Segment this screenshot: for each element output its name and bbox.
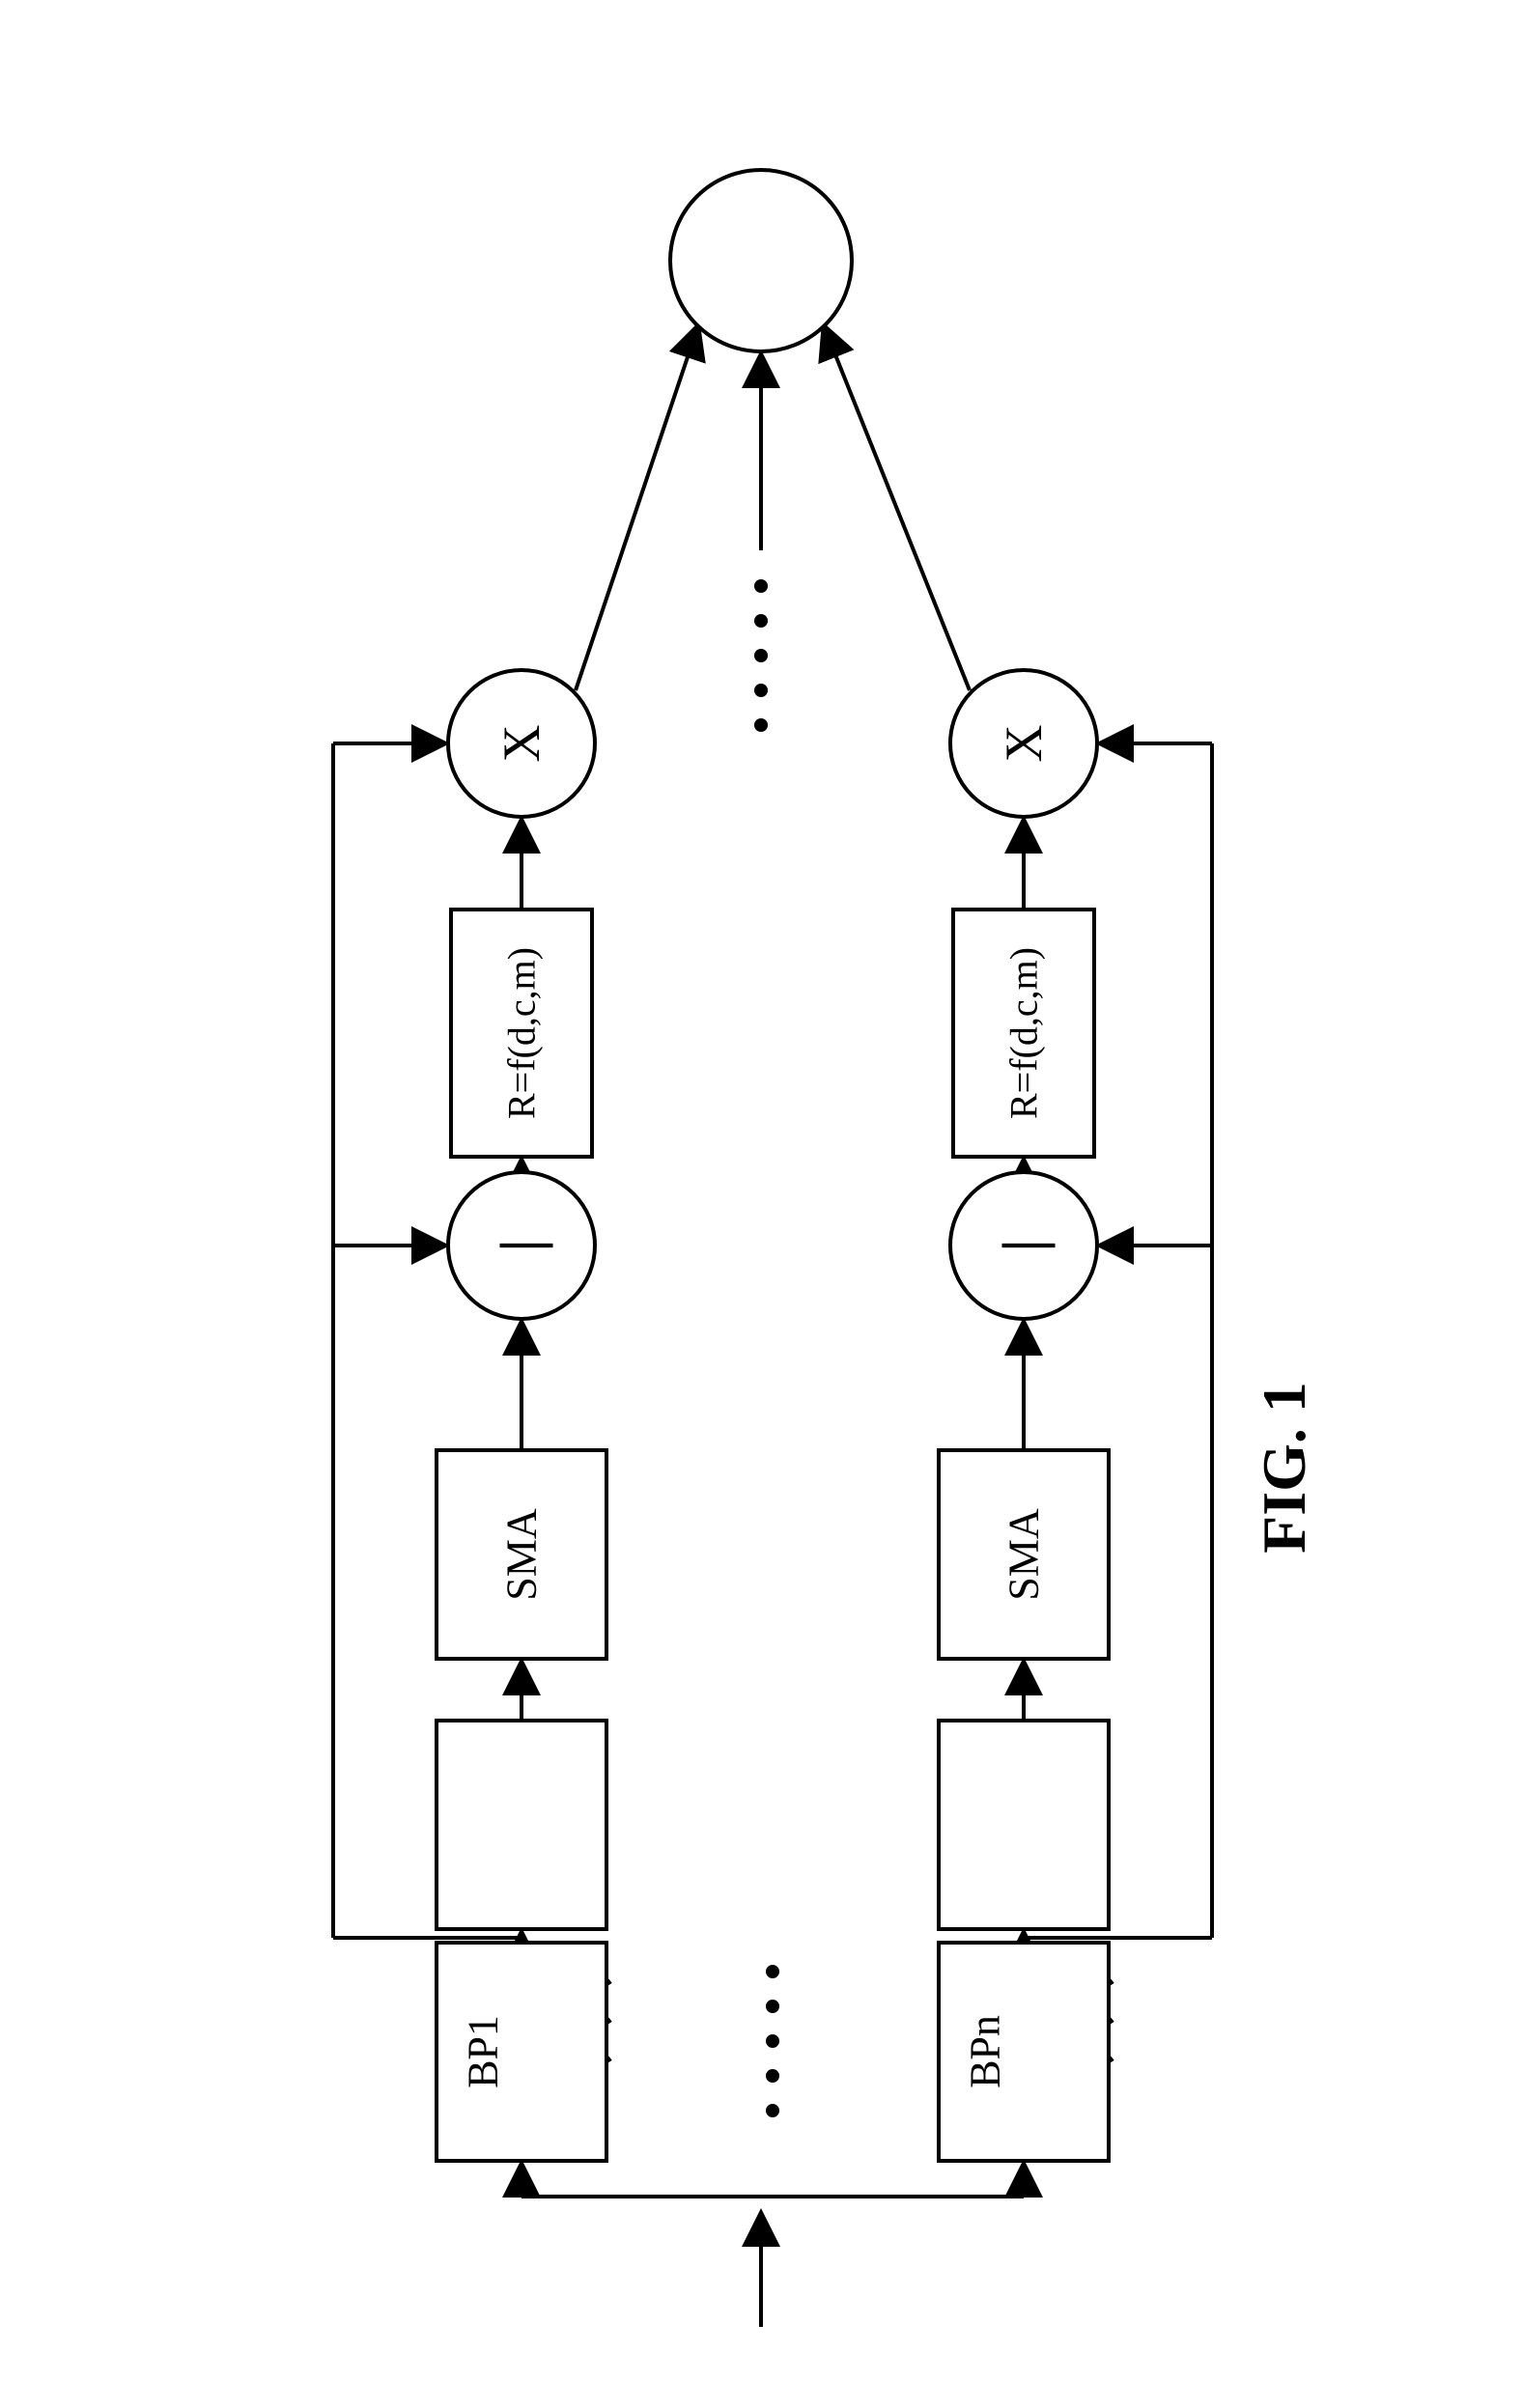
dot bbox=[754, 684, 768, 697]
figure-label: FIG. 1 bbox=[1249, 1382, 1320, 1554]
minus1-label: | bbox=[489, 1239, 555, 1251]
sman-label: SMA bbox=[1000, 1508, 1049, 1600]
bp1-label: BP1 bbox=[459, 2015, 508, 2088]
dot bbox=[766, 2069, 779, 2083]
dot bbox=[766, 1965, 779, 1978]
dot bbox=[754, 649, 768, 662]
figure-page: BP1 SMA | R=f(d,c,m) X BPn SMA | R=f(d,c… bbox=[0, 0, 1522, 2408]
dot bbox=[766, 2000, 779, 2013]
ellipsis-bp bbox=[766, 1965, 779, 2117]
sum-circle bbox=[668, 168, 854, 353]
dot bbox=[766, 2104, 779, 2117]
sma1-label: SMA bbox=[497, 1508, 547, 1600]
dot bbox=[754, 579, 768, 593]
dot bbox=[766, 2034, 779, 2048]
wiring-overlay bbox=[0, 0, 1522, 2408]
multn-label: X bbox=[994, 725, 1054, 763]
minusn-label: | bbox=[991, 1239, 1057, 1251]
rectn-box bbox=[937, 1719, 1111, 1931]
funcn-label: R=f(d,c,m) bbox=[1001, 947, 1047, 1119]
dot bbox=[754, 718, 768, 732]
dot bbox=[754, 614, 768, 628]
ellipsis-mult bbox=[754, 579, 768, 732]
rect1-box bbox=[435, 1719, 608, 1931]
mult1-label: X bbox=[492, 725, 551, 763]
bpn-label: BPn bbox=[961, 2015, 1010, 2088]
func1-label: R=f(d,c,m) bbox=[499, 947, 545, 1119]
